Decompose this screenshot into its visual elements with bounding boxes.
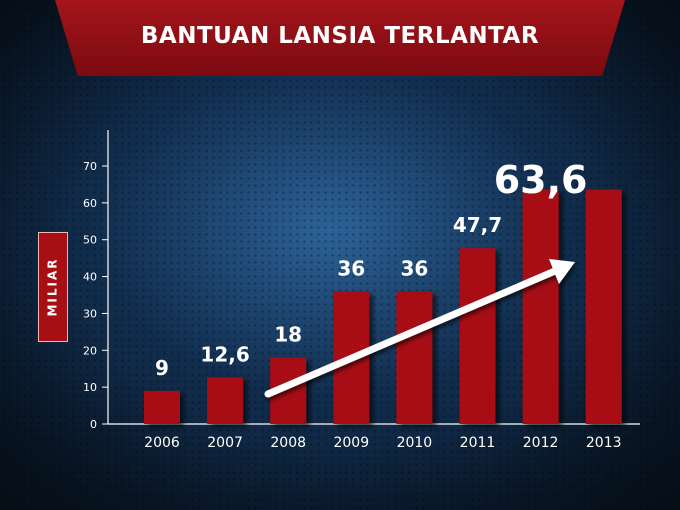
- bar-2012: [522, 189, 559, 424]
- x-category-label: 2008: [270, 435, 306, 451]
- x-category-label: 2007: [207, 435, 243, 451]
- bar-2013: [585, 189, 622, 424]
- data-label: 36: [400, 256, 428, 280]
- y-tick-label: 10: [83, 381, 97, 394]
- bar-2010: [396, 291, 433, 424]
- data-label: 36: [337, 256, 365, 280]
- x-category-label: 2010: [397, 435, 433, 451]
- trend-arrow-head: [549, 259, 575, 284]
- data-label: 63,6: [494, 158, 588, 202]
- data-label: 47,7: [453, 213, 502, 237]
- y-tick-label: 70: [83, 160, 97, 173]
- trend-arrow: [264, 259, 575, 398]
- y-tick-label: 60: [83, 197, 97, 210]
- trend-arrow-shaft: [264, 267, 559, 398]
- x-category-label: 2013: [586, 435, 622, 451]
- bar-2007: [207, 377, 244, 424]
- x-category-label: 2009: [333, 435, 369, 451]
- x-category-label: 2012: [523, 435, 559, 451]
- data-label: 9: [155, 356, 169, 380]
- y-tick-label: 40: [83, 271, 97, 284]
- bar-2006: [144, 390, 180, 424]
- data-label: 12,6: [200, 343, 249, 367]
- y-axis-label-box: MILIAR: [38, 232, 68, 342]
- y-tick-label: 50: [83, 234, 97, 247]
- y-tick-label: 20: [83, 344, 97, 357]
- data-label: 18: [274, 323, 302, 347]
- title-banner: BANTUAN LANSIA TERLANTAR: [55, 0, 625, 76]
- y-tick-label: 30: [83, 307, 97, 320]
- bar-2011: [459, 248, 496, 424]
- chart-title: BANTUAN LANSIA TERLANTAR: [140, 23, 540, 49]
- x-category-label: 2011: [460, 435, 496, 451]
- x-category-label: 2006: [144, 435, 180, 451]
- y-tick-label: 0: [90, 418, 97, 431]
